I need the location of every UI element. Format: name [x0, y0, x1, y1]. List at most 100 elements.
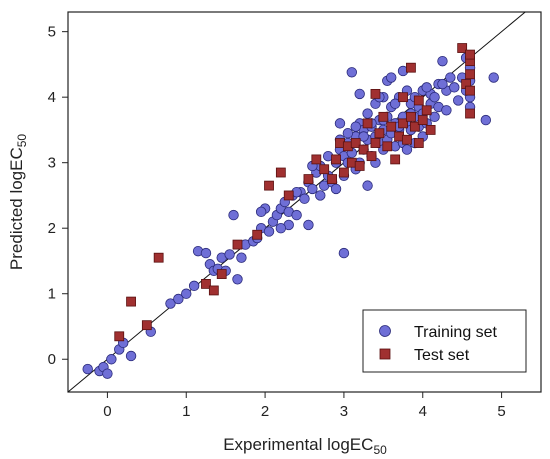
training-point — [441, 105, 452, 116]
y-tick-label: 5 — [48, 24, 56, 41]
test-point — [465, 85, 475, 96]
training-point — [437, 78, 448, 90]
test-point — [409, 121, 420, 132]
training-point — [358, 131, 369, 142]
test-point — [413, 95, 424, 106]
training-point — [488, 72, 499, 83]
x-tick-label: 0 — [103, 403, 111, 420]
test-point — [264, 180, 274, 191]
training-point — [453, 95, 464, 106]
training-point — [275, 223, 287, 234]
training-point — [346, 67, 358, 78]
training-point — [421, 82, 432, 93]
training-point — [307, 183, 318, 195]
test-point — [402, 134, 412, 145]
x-tick-label: 1 — [182, 403, 190, 420]
test-point — [374, 128, 385, 139]
test-point — [362, 118, 373, 129]
test-point — [153, 252, 164, 263]
training-point — [342, 128, 354, 139]
training-point — [291, 209, 302, 221]
test-point — [350, 138, 361, 148]
training-point — [299, 193, 310, 204]
y-axis-title: Predicted logEC50 — [7, 134, 29, 271]
x-tick-label: 2 — [261, 403, 269, 420]
training-point — [165, 298, 176, 309]
training-point — [449, 82, 460, 93]
test-point — [382, 141, 393, 152]
test-point — [465, 49, 475, 60]
y-tick-label: 4 — [48, 89, 56, 106]
training-point — [429, 111, 440, 123]
test-point — [319, 164, 330, 175]
training-point — [228, 209, 239, 221]
legend-marker-test — [379, 348, 391, 360]
test-point — [327, 174, 337, 184]
test-point — [457, 43, 468, 53]
test-point — [425, 125, 436, 135]
x-axis-ticks: 0 1 2 3 4 5 — [103, 392, 506, 420]
test-point — [406, 62, 416, 73]
legend-marker-training — [379, 325, 391, 337]
training-point — [188, 280, 200, 292]
test-point — [358, 144, 369, 155]
training-point — [330, 183, 342, 195]
training-point — [106, 354, 117, 365]
x-tick-label: 4 — [419, 403, 427, 420]
test-point — [398, 118, 408, 129]
training-point — [354, 88, 365, 100]
training-point — [401, 144, 413, 155]
training-point — [236, 252, 247, 263]
training-point — [232, 274, 243, 285]
test-point — [339, 167, 349, 178]
legend: Training set Test set — [362, 309, 527, 373]
test-point — [417, 115, 428, 126]
training-point — [350, 121, 361, 132]
training-point — [334, 118, 346, 129]
training-point — [263, 226, 275, 237]
test-point — [386, 121, 397, 132]
plot-frame — [67, 11, 542, 393]
test-point — [354, 161, 365, 171]
y-tick-label: 2 — [48, 220, 56, 237]
training-point — [224, 249, 235, 260]
x-tick-label: 3 — [340, 403, 348, 420]
test-point — [366, 151, 377, 162]
legend-label-training: Training set — [414, 324, 498, 341]
test-point — [413, 138, 424, 148]
test-point — [275, 167, 286, 178]
x-axis-title: Experimental logEC50 — [223, 435, 387, 457]
test-point — [370, 88, 381, 99]
test-point — [406, 111, 416, 122]
training-point — [386, 72, 397, 83]
training-point — [362, 108, 373, 119]
test-point — [201, 278, 211, 289]
test-point — [465, 69, 475, 80]
test-point — [283, 190, 294, 201]
test-point — [126, 296, 136, 307]
training-point — [437, 55, 448, 67]
test-point — [216, 269, 227, 279]
test-point — [303, 174, 314, 184]
test-point — [252, 229, 263, 240]
training-point — [102, 368, 113, 379]
training-point — [362, 180, 373, 191]
test-point — [390, 154, 401, 165]
test-point — [398, 92, 408, 103]
y-tick-label: 3 — [48, 155, 56, 172]
test-point — [311, 154, 322, 165]
training-point — [429, 91, 440, 103]
training-point — [255, 206, 267, 218]
legend-label-test: Test set — [414, 347, 470, 364]
training-point — [181, 288, 192, 299]
x-tick-label: 5 — [497, 403, 505, 420]
test-point — [378, 111, 389, 122]
y-axis-ticks: 0 1 2 3 4 5 — [48, 24, 68, 368]
test-point — [141, 320, 152, 331]
test-point — [331, 154, 341, 165]
training-point — [125, 350, 137, 362]
test-point — [114, 331, 125, 342]
test-point — [465, 108, 475, 119]
training-point — [338, 247, 350, 259]
